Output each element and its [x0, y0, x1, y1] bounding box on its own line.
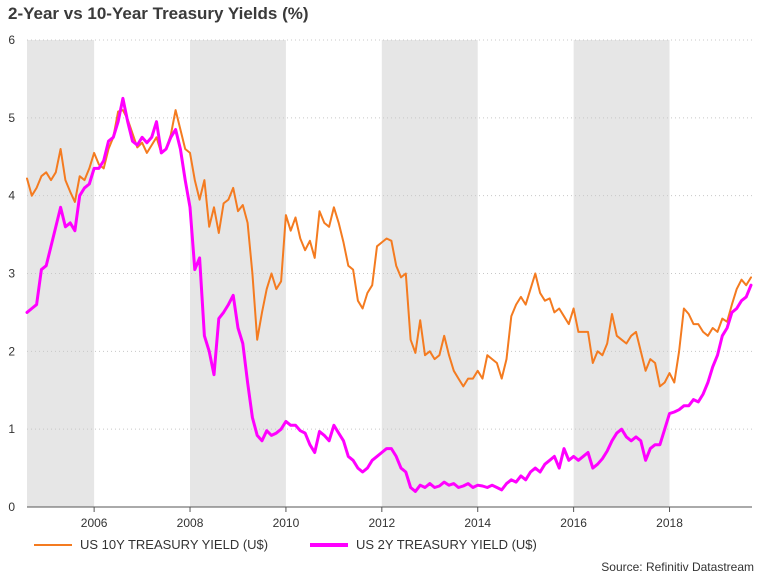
- y-tick-label-5: 5: [8, 111, 15, 125]
- y-tick-label-3: 3: [8, 267, 15, 281]
- source-note: Source: Refinitiv Datastream: [601, 560, 754, 574]
- y-tick-label-2: 2: [8, 344, 15, 358]
- y-tick-label-0: 0: [8, 500, 15, 514]
- shaded-band-1: [190, 40, 286, 507]
- x-tick-label-2012: 2012: [368, 516, 395, 530]
- legend-swatch-2y: [310, 542, 348, 547]
- series-layer: [25, 96, 753, 493]
- legend-swatch-10y: [34, 543, 72, 546]
- legend-label-2y: US 2Y TREASURY YIELD (U$): [356, 537, 537, 552]
- chart-title: 2-Year vs 10-Year Treasury Yields (%): [8, 4, 309, 23]
- series-line-2y: [25, 96, 753, 493]
- tick-label-layer: 0 1 2 3 4 5 6 2006 2008 2010 2012 2014 2016 2018: [8, 33, 683, 530]
- y-tick-label-1: 1: [8, 422, 15, 436]
- shaded-band-2: [381, 40, 478, 507]
- legend-label-10y: US 10Y TREASURY YIELD (U$): [80, 537, 269, 552]
- gridline-layer: [27, 39, 752, 430]
- y-tick-label-4: 4: [8, 189, 15, 203]
- legend-item-2y: US 2Y TREASURY YIELD (U$): [310, 537, 537, 552]
- axis-layer: [27, 506, 752, 512]
- x-tick-label-2010: 2010: [273, 516, 300, 530]
- series-line-10y: [26, 109, 752, 388]
- x-tick-label-2006: 2006: [81, 516, 108, 530]
- x-tick-label-2008: 2008: [177, 516, 204, 530]
- x-tick-label-2016: 2016: [560, 516, 587, 530]
- shaded-band-0: [27, 40, 95, 507]
- y-tick-label-6: 6: [8, 33, 15, 47]
- legend-item-10y: US 10Y TREASURY YIELD (U$): [34, 537, 268, 552]
- x-tick-label-2018: 2018: [656, 516, 683, 530]
- x-tick-label-2014: 2014: [464, 516, 491, 530]
